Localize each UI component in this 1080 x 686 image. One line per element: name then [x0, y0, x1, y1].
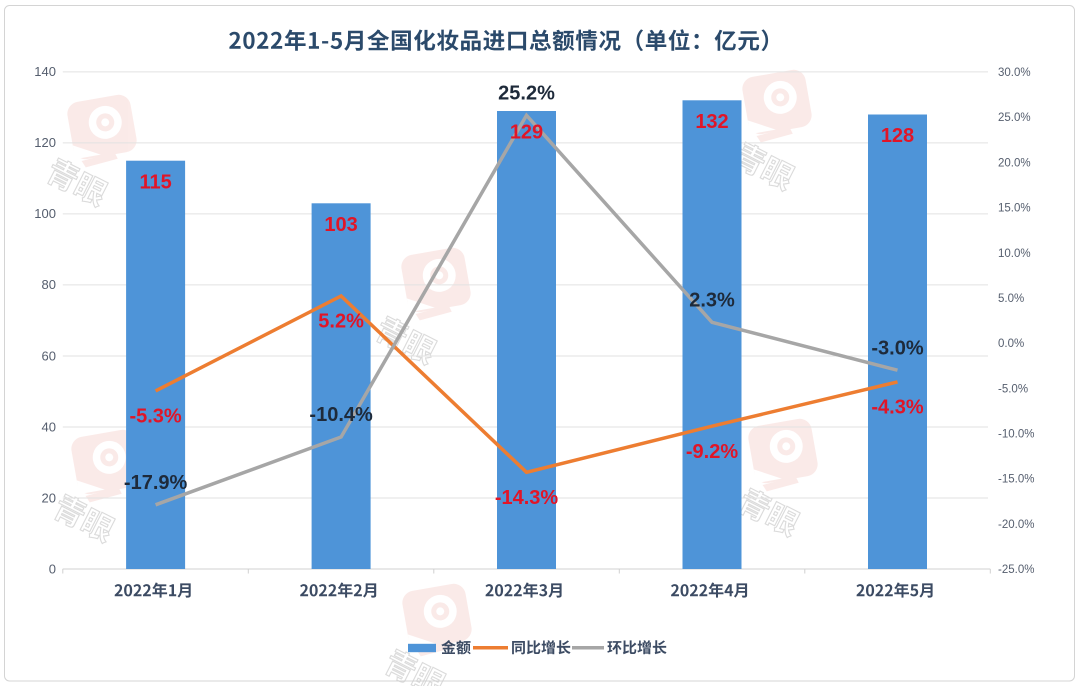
svg-text:25.0%: 25.0%: [998, 112, 1031, 124]
svg-text:5.0%: 5.0%: [998, 293, 1024, 305]
svg-text:10.0%: 10.0%: [998, 248, 1031, 260]
svg-text:-3.0%: -3.0%: [871, 337, 923, 359]
svg-text:103: 103: [324, 214, 357, 236]
svg-text:-17.9%: -17.9%: [124, 472, 188, 494]
svg-text:20.0%: 20.0%: [998, 157, 1031, 169]
svg-text:-10.4%: -10.4%: [309, 404, 373, 426]
svg-text:25.2%: 25.2%: [498, 83, 555, 105]
svg-text:132: 132: [695, 111, 728, 133]
svg-text:-5.0%: -5.0%: [998, 383, 1028, 395]
svg-text:-4.3%: -4.3%: [871, 397, 923, 419]
svg-text:128: 128: [881, 125, 914, 147]
svg-text:-14.3%: -14.3%: [495, 487, 559, 509]
svg-text:0: 0: [49, 561, 56, 576]
svg-text:20: 20: [42, 490, 56, 505]
svg-text:129: 129: [510, 122, 543, 144]
svg-text:140: 140: [34, 64, 56, 79]
svg-text:-20.0%: -20.0%: [998, 519, 1034, 531]
svg-text:80: 80: [42, 277, 56, 292]
svg-text:15.0%: 15.0%: [998, 203, 1031, 215]
svg-text:-9.2%: -9.2%: [686, 441, 738, 463]
svg-text:60: 60: [42, 348, 56, 363]
svg-text:-10.0%: -10.0%: [998, 429, 1034, 441]
svg-text:120: 120: [34, 135, 56, 150]
svg-text:0.0%: 0.0%: [998, 338, 1024, 350]
svg-text:30.0%: 30.0%: [998, 67, 1031, 79]
svg-text:5.2%: 5.2%: [318, 311, 364, 333]
svg-text:-25.0%: -25.0%: [998, 564, 1034, 576]
svg-text:-5.3%: -5.3%: [129, 406, 181, 428]
svg-text:115: 115: [139, 171, 171, 193]
svg-text:-15.0%: -15.0%: [998, 474, 1034, 486]
svg-text:100: 100: [34, 206, 56, 221]
svg-text:40: 40: [42, 419, 56, 434]
svg-text:2.3%: 2.3%: [689, 290, 735, 312]
